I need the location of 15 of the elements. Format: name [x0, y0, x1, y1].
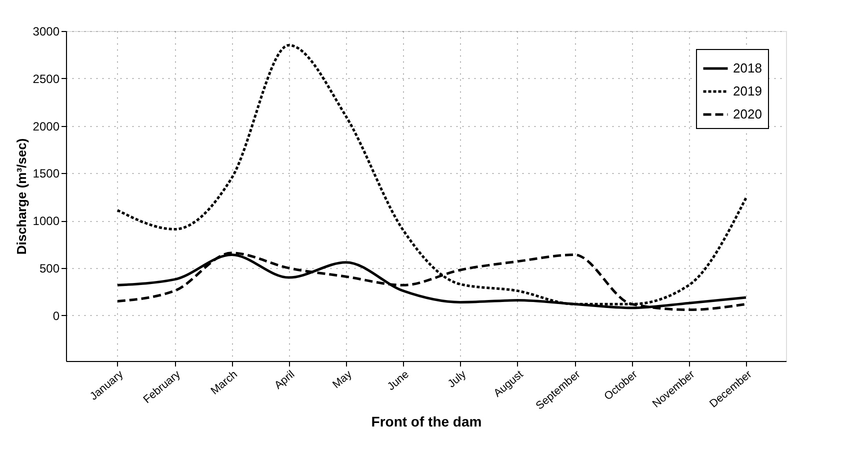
- legend-label: 2018: [733, 60, 762, 76]
- legend-label: 2019: [733, 84, 762, 98]
- y-tick-label: 1000: [32, 214, 60, 228]
- y-tick-label: 1500: [32, 166, 60, 181]
- x-tick-label: May: [330, 368, 355, 392]
- x-tick-label: July: [446, 368, 469, 390]
- x-tick-label: June: [385, 368, 412, 394]
- x-axis-title: Front of the dam: [371, 414, 482, 430]
- y-axis-title: Discharge (m³/sec): [14, 138, 29, 255]
- y-tick-label: 3000: [32, 24, 60, 38]
- y-tick-label: 0: [52, 308, 60, 323]
- legend-label: 2020: [733, 106, 762, 122]
- y-tick-label: 2000: [32, 119, 60, 134]
- y-tick-label: 500: [39, 262, 60, 276]
- y-tick-label: 2500: [32, 72, 60, 86]
